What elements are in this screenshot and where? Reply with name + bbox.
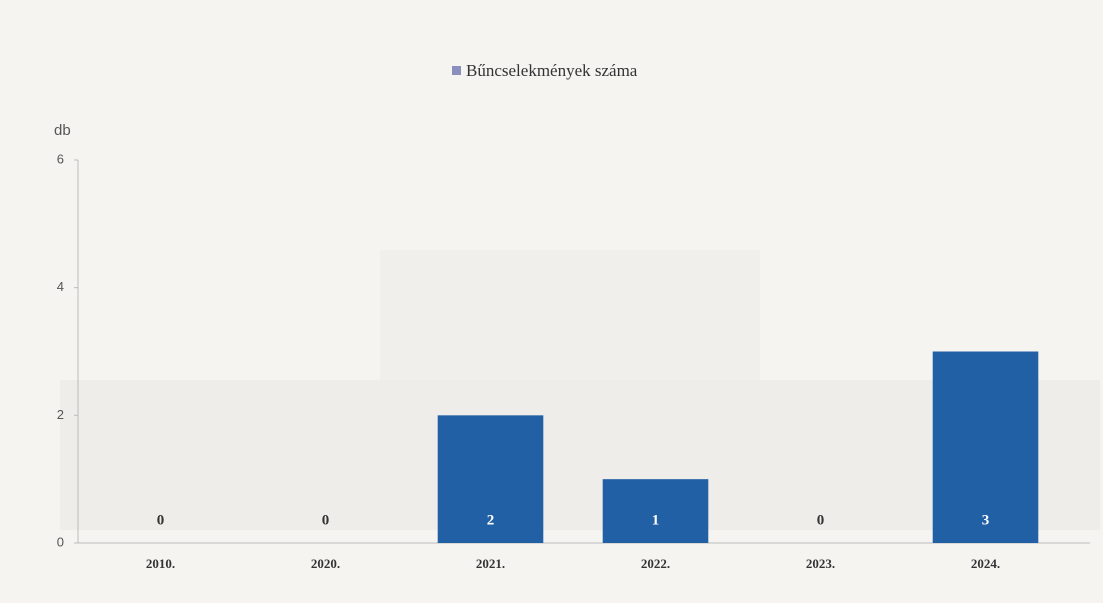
legend-marker (452, 66, 461, 75)
x-tick-label: 2020. (311, 556, 340, 571)
value-label: 3 (982, 512, 990, 528)
y-tick-label: 2 (57, 407, 64, 422)
value-label: 1 (652, 512, 660, 528)
y-tick-label: 6 (57, 151, 64, 166)
faded-photo (60, 380, 1100, 530)
value-label: 0 (157, 512, 165, 528)
x-tick-label: 2022. (641, 556, 670, 571)
bar (602, 479, 709, 543)
bar (437, 415, 544, 543)
y-tick-label: 4 (57, 279, 64, 294)
legend-label: Bűncselekmények száma (466, 61, 638, 80)
y-axis-label: db (54, 122, 71, 139)
x-tick-label: 2021. (476, 556, 505, 571)
x-tick-label: 2010. (146, 556, 175, 571)
y-tick-label: 0 (57, 534, 64, 549)
faded-photo (380, 250, 760, 380)
value-label: 2 (487, 512, 495, 528)
x-tick-label: 2024. (971, 556, 1000, 571)
bar (932, 351, 1039, 543)
value-label: 0 (322, 512, 330, 528)
x-tick-label: 2023. (806, 556, 835, 571)
value-label: 0 (817, 512, 825, 528)
